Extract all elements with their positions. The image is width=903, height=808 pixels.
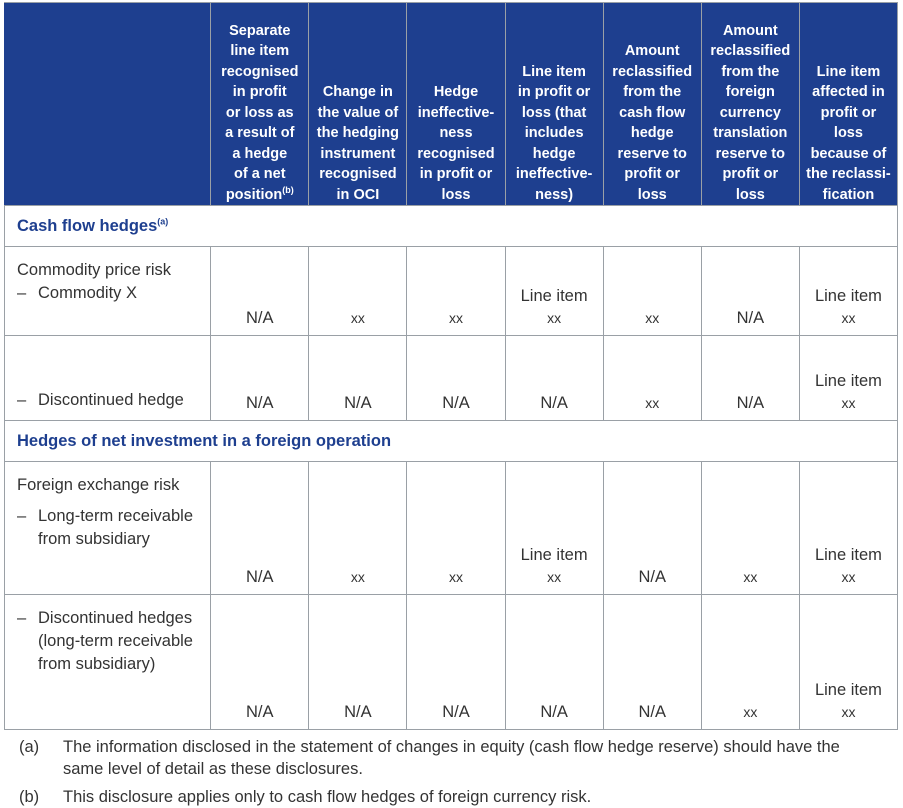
header-reclassified-fctr: Amount reclassified from the foreign cur… [700,2,800,206]
footnote-b: (b) This disclosure applies only to cash… [19,786,884,808]
cell-value: N/A [308,594,408,730]
cell-value: N/A [602,594,702,730]
cell-value: N/A [210,594,310,730]
row-label: – Discontinued hedges (long-term receivab… [3,594,212,730]
cell-value: N/A [602,461,702,595]
cell-value: xx [602,246,702,336]
section-title: Cash flow hedges(a) [4,205,898,247]
header-line-item-affected: Line item affected in profit or loss bec… [798,2,899,206]
cell-value: N/A [210,461,310,595]
cell-value: N/A [700,246,800,336]
cell-value: xx [406,461,506,595]
cell-value: xx [700,594,800,730]
header-change-in-value: Change in the value of the hedging instr… [308,2,408,206]
risk-label: Commodity price risk [17,261,172,279]
cell-value: N/A [210,246,310,336]
header-reclassified-cfh-reserve: Amount reclassified from the cash flow h… [602,2,702,206]
table-row: – Discontinued hedges (long-term receivab… [3,594,899,730]
footnote-text: This disclosure applies only to cash flo… [63,788,592,806]
item-label: Discontinued hedge [38,391,184,409]
dash-marker: – [17,507,27,525]
cell-value: N/A [504,335,604,421]
item-label: Discontinued hedges (long-term receivabl… [38,609,193,673]
cell-value: N/A [210,335,310,421]
cell-value: Line item xx [798,246,899,336]
row-label: Foreign exchange risk – Long-term receiva… [3,461,212,595]
table-row: Foreign exchange risk – Long-term receiva… [3,461,899,595]
header-row: Separate line item recognised in profit … [3,2,899,206]
header-hedge-ineffectiveness: Hedge ineffective- ness recognised in pr… [406,2,506,206]
cell-value: Line item xx [798,461,899,595]
cell-value: xx [602,335,702,421]
risk-label: Foreign exchange risk [17,476,180,494]
row-label: Commodity price risk – Commodity X [3,246,212,336]
item-label: Commodity X [38,284,138,302]
cell-value: Line item xx [504,461,604,595]
dash-marker: – [17,284,27,302]
cell-value: xx [308,246,408,336]
section-row-net-investment-hedges: Hedges of net investment in a foreign op… [4,420,898,462]
section-row-cash-flow-hedges: Cash flow hedges(a) [4,205,898,247]
cell-value: Line item xx [504,246,604,336]
hedge-disclosure-table: Separate line item recognised in profit … [3,2,899,730]
cell-value: N/A [308,335,408,421]
footnote-ref-b: (b) [282,184,294,195]
cell-value: xx [406,246,506,336]
header-separate-line-item: Separate line item recognised in profit … [210,2,310,206]
footnote-ref-a: (a) [157,216,169,226]
footnotes: (a) The information disclosed in the sta… [4,736,884,808]
cell-value: N/A [504,594,604,730]
table-row: Commodity price risk – Commodity X N/A xx… [3,246,899,336]
header-blank-cell [3,2,212,206]
cell-value: Line item xx [798,335,899,421]
item-label: Long-term receivable from subsidiary [38,507,193,548]
header-line-item-ineffectiveness: Line item in profit or loss (that includ… [504,2,604,206]
cell-value: xx [308,461,408,595]
dash-marker: – [17,609,27,627]
dash-marker: – [17,391,27,409]
section-title: Hedges of net investment in a foreign op… [4,420,898,462]
footnote-mark: (b) [19,788,40,806]
cell-value: N/A [406,594,506,730]
table-row: – Discontinued hedge N/A N/A N/A N/A xx N… [3,335,899,421]
cell-value: xx [700,461,800,595]
cell-value: N/A [406,335,506,421]
cell-value: N/A [700,335,800,421]
row-label: – Discontinued hedge [3,335,212,421]
cell-value: Line item xx [798,594,899,730]
